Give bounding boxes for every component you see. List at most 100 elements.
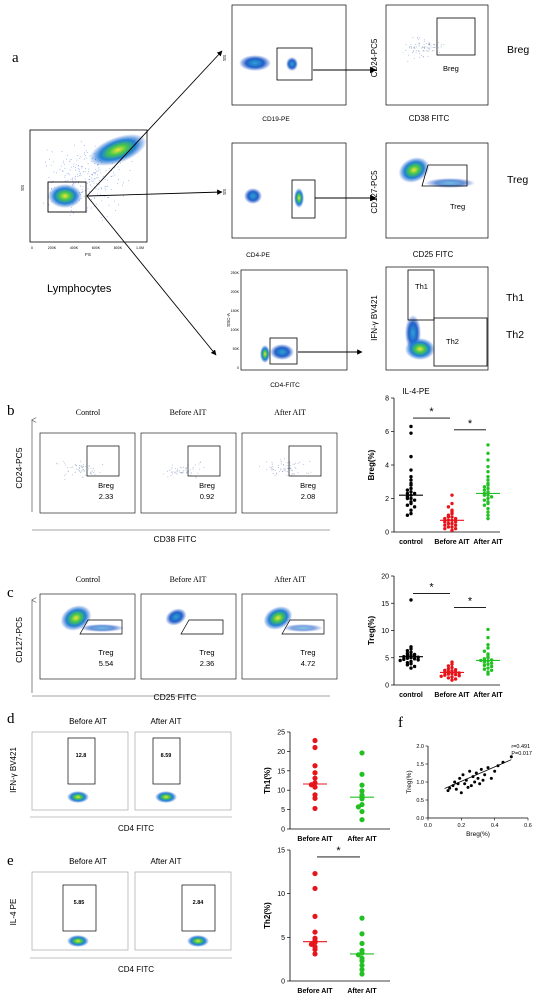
data-point [312, 929, 318, 935]
data-point [409, 490, 413, 494]
y-tick-label: 20 [277, 749, 285, 756]
data-point [457, 674, 461, 678]
data-point [486, 510, 490, 514]
data-point [308, 941, 314, 947]
chart-c: 0 5 10 15 20 Treg(%) control Before AIT After AI… [367, 574, 503, 700]
th2-gate [62, 884, 97, 932]
treg-name: Treg [507, 174, 528, 186]
data-point [409, 511, 413, 516]
y-tick-label: 25 [277, 730, 285, 737]
e-xlabel: CD4 FITC [118, 965, 154, 974]
svg-text:100K: 100K [231, 328, 240, 332]
y-axis-label: Treg(%) [367, 616, 376, 646]
data-point [459, 791, 463, 795]
significance-star: * [468, 418, 473, 430]
svg-text:Th2: Th2 [446, 337, 459, 346]
data-point [359, 915, 365, 921]
cd4fitc-xlabel: CD4-FITC [270, 382, 300, 389]
lymph-ticks: 0 200K 400K 600K 800K 1.0M [31, 246, 144, 250]
data-point [409, 454, 413, 459]
chart-b: 0 2 4 6 8 Breg(%) control Before AIT After AIT * * [367, 396, 503, 547]
data-point [486, 662, 490, 666]
breg-flow-after: After AIT Breg 2.08 [241, 408, 338, 514]
data-point [476, 776, 480, 780]
category-label: After AIT [473, 692, 503, 699]
annotation: r=0.491 [511, 744, 530, 750]
group-title: Before AIT [170, 408, 207, 417]
data-point [359, 967, 365, 973]
panel-d-flow: Before AIT 12.8 After AIT 8.59 IFN-γ BV4… [9, 717, 232, 833]
breg-name: Breg [507, 44, 529, 56]
data-point [466, 785, 470, 789]
data-point [409, 662, 413, 666]
data-point [409, 508, 413, 512]
th1-gate [67, 737, 96, 785]
data-point [446, 521, 451, 526]
cd4pe-xlabel: CD4-PE [246, 252, 271, 259]
data-point [486, 627, 490, 632]
treg-gate [281, 619, 325, 635]
data-point [355, 804, 361, 810]
data-point [482, 485, 487, 489]
y-tick-label: 8 [385, 396, 389, 403]
treg-gate [79, 619, 123, 635]
cd4fitc-gate [269, 337, 298, 365]
gate-value: 8.59 [161, 753, 172, 759]
data-point [493, 769, 497, 773]
c-xlabel: CD25 FITC [154, 692, 197, 702]
data-point [443, 520, 447, 524]
data-point [312, 870, 318, 877]
data-point [482, 667, 487, 671]
d-ylabel: IFN-γ BV421 [9, 747, 18, 793]
category-label: control [399, 539, 423, 546]
treg-flow-after: After AIT Treg 4.72 [241, 575, 338, 680]
b-xlabel: CD38 FITC [154, 534, 197, 544]
data-point [405, 656, 410, 660]
data-point [312, 744, 318, 751]
category-label: Before AIT [297, 988, 333, 995]
lymphocyte-gate [47, 181, 87, 213]
data-point [359, 788, 365, 794]
data-point [509, 755, 513, 759]
breg-gate-plot: Breg CD24-PC5 CD38 FITC Breg [370, 4, 529, 123]
th1-flow-before: Before AIT 12.8 [31, 717, 129, 811]
data-point [312, 885, 318, 892]
lymph-yaxis: SS [20, 185, 25, 191]
group-title: After AIT [150, 717, 181, 726]
svg-text:250K: 250K [231, 271, 240, 275]
svg-text:600K: 600K [92, 246, 101, 250]
y-tick-label: 4 [385, 463, 389, 470]
data-point [450, 511, 454, 516]
y-tick-label: 2 [385, 496, 389, 503]
breg-gate [288, 445, 322, 477]
th2-flow-after: After AIT 2.84 [134, 857, 232, 951]
data-point [405, 503, 410, 507]
svg-text:SS: SS [222, 189, 227, 195]
x-tick-label: 0.6 [524, 823, 532, 829]
data-point [405, 488, 410, 492]
data-point [456, 782, 460, 786]
gate-value: 4.72 [301, 659, 316, 668]
data-point [450, 675, 454, 679]
lymph-xaxis: FS [85, 252, 91, 257]
category-label: Before AIT [434, 692, 470, 699]
category-label: After AIT [347, 988, 377, 995]
gate-value: 0.92 [200, 492, 215, 501]
group-title: Before AIT [69, 717, 107, 726]
data-point [486, 766, 490, 770]
y-tick-label: 20 [381, 574, 389, 581]
data-point [489, 776, 493, 780]
treg-flow-control: Control Treg 5.54 [39, 575, 136, 680]
category-label: control [399, 692, 423, 699]
data-point [412, 664, 417, 669]
data-point [489, 664, 494, 669]
data-point [450, 493, 454, 497]
data-point [479, 767, 483, 771]
data-point [405, 648, 410, 653]
cd24-ylabel: CD24-PC5 [370, 38, 379, 77]
gate-value: 2.84 [193, 900, 205, 906]
svg-text:Breg: Breg [300, 481, 316, 490]
y-tick-label: 5 [281, 935, 285, 942]
data-point [486, 672, 490, 676]
data-point [312, 737, 318, 744]
